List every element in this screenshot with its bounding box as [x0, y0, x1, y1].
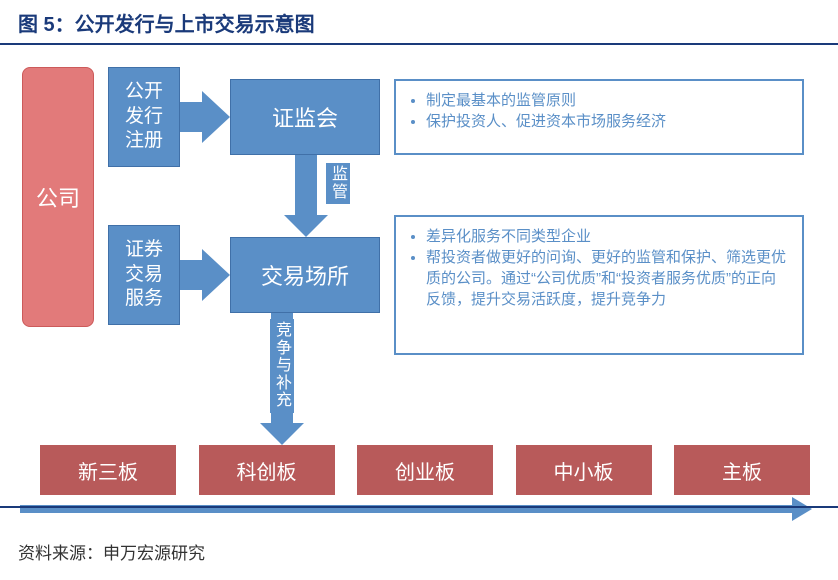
node-csrc-desc: 制定最基本的监管原则 保护投资人、促进资本市场服务经济: [394, 79, 804, 155]
board-item: 中小板: [516, 445, 652, 495]
exchange-desc-item: 差异化服务不同类型企业: [426, 225, 788, 246]
board-item: 科创板: [199, 445, 335, 495]
node-exchange: 交易场所: [230, 237, 380, 313]
source-text: 资料来源：申万宏源研究: [18, 539, 205, 564]
node-csrc: 证监会: [230, 79, 380, 155]
bottom-rule: [0, 506, 838, 508]
board-row: 新三板 科创板 创业板 中小板 主板: [40, 445, 810, 495]
diagram-area: 公司 公开 发行 注册 证监会 制定最基本的监管原则 保护投资人、促进资本市场服…: [0, 45, 838, 513]
board-item: 创业板: [357, 445, 493, 495]
node-sec-service: 证券 交易 服务: [108, 225, 180, 325]
label-compete: 竞 争 与 补 充: [270, 319, 294, 413]
label-supervise: 监 管: [326, 163, 350, 204]
node-exchange-desc: 差异化服务不同类型企业 帮投资者做更好的问询、更好的监管和保护、筛选更优质的公司…: [394, 215, 804, 355]
board-item: 主板: [674, 445, 810, 495]
csrc-desc-item: 制定最基本的监管原则: [426, 89, 788, 110]
bottom-arrow: [20, 501, 812, 517]
node-public-issue: 公开 发行 注册: [108, 67, 180, 167]
board-item: 新三板: [40, 445, 176, 495]
csrc-desc-item: 保护投资人、促进资本市场服务经济: [426, 110, 788, 131]
figure-title: 图 5：公开发行与上市交易示意图: [0, 0, 838, 45]
exchange-desc-item: 帮投资者做更好的问询、更好的监管和保护、筛选更优质的公司。通过“公司优质”和“投…: [426, 246, 788, 309]
node-company: 公司: [22, 67, 94, 327]
